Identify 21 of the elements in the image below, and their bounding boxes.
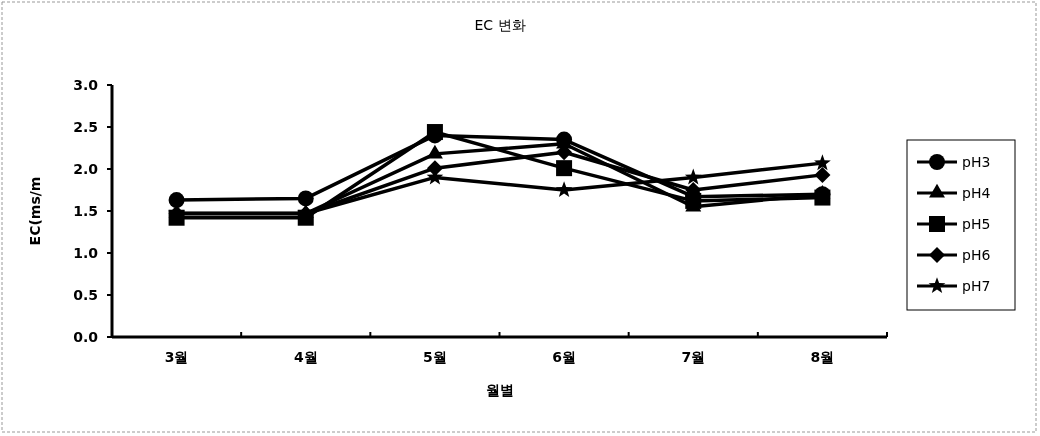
- legend-label: pH7: [962, 278, 991, 294]
- y-tick-label: 0.5: [73, 287, 98, 303]
- x-axis-title: 월별: [485, 382, 514, 398]
- y-axis-title: EC(ms/m: [27, 176, 43, 246]
- legend-label: pH5: [962, 216, 991, 232]
- x-tick-label: 4월: [293, 349, 318, 365]
- legend-label: pH4: [962, 185, 991, 201]
- y-tick-label: 1.5: [73, 203, 98, 219]
- x-tick-label: 7월: [681, 349, 706, 365]
- x-tick-label: 8월: [810, 349, 835, 365]
- y-tick-label: 3.0: [73, 77, 99, 93]
- x-tick-label: 5월: [423, 349, 447, 365]
- legend-label: pH3: [962, 154, 991, 170]
- y-tick-label: 1.0: [73, 245, 99, 261]
- y-tick-label: 0.0: [73, 329, 99, 345]
- y-tick-label: 2.0: [73, 161, 99, 177]
- chart-title: EC 변화: [474, 17, 526, 33]
- legend-label: pH6: [962, 247, 991, 263]
- x-tick-label: 6월: [552, 349, 576, 365]
- y-tick-label: 2.5: [73, 119, 98, 135]
- x-tick-label: 3월: [164, 349, 189, 365]
